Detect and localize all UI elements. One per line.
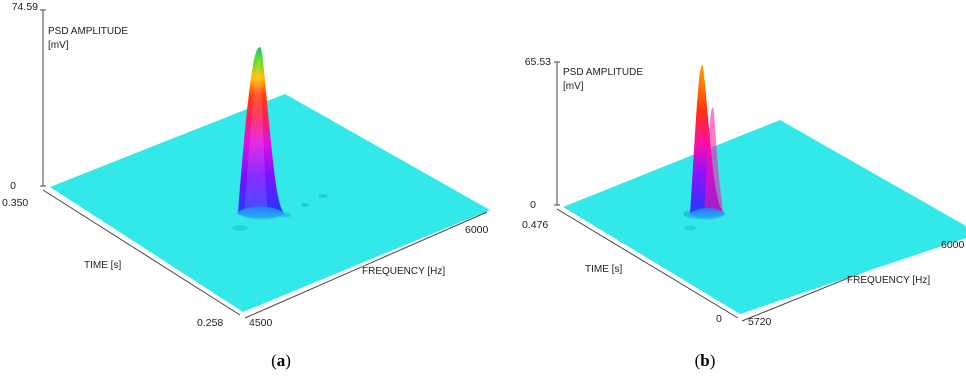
x-tick-label-right-b: 6000 xyxy=(941,239,965,251)
y-tick-label-bottom-b: 0 xyxy=(716,313,722,325)
x-tick-label-left-b: 5720 xyxy=(748,316,772,328)
caption-a: (a) xyxy=(271,351,291,370)
ripple-a xyxy=(232,225,248,231)
y-axis-label-b: TIME [s] xyxy=(585,264,622,275)
peak-spike-a xyxy=(238,47,284,219)
z-axis-label-b-2: [mV] xyxy=(563,81,584,92)
peak-base-a xyxy=(236,206,286,220)
y-axis-b xyxy=(556,208,739,319)
x-axis-a xyxy=(244,211,488,319)
surface-plane-b xyxy=(563,120,966,314)
ripple-a xyxy=(318,194,328,198)
panel-a: 74.59 0 PSD AMPLITUDE [mV] 0.350 0.258 T… xyxy=(2,1,490,370)
y-axis-label-a: TIME [s] xyxy=(84,260,121,271)
z-tick-label-zero-b: 0 xyxy=(530,199,536,211)
peak-side-b xyxy=(704,107,724,214)
y-tick-label-bottom-a: 0.258 xyxy=(197,317,223,329)
caption-b: (b) xyxy=(695,351,716,370)
peak-shade-a xyxy=(244,55,268,214)
z-axis-label-a-1: PSD AMPLITUDE xyxy=(48,26,128,37)
y-tick-label-top-a: 0.350 xyxy=(2,197,28,209)
x-axis-label-b: FREQUENCY [Hz] xyxy=(847,275,930,286)
z-axis-label-a-2: [mV] xyxy=(48,40,69,51)
z-axis-label-b-1: PSD AMPLITUDE xyxy=(563,67,643,78)
x-tick-label-left-a: 4500 xyxy=(249,317,273,329)
y-axis-a xyxy=(42,189,241,316)
panel-b: 65.53 0 PSD AMPLITUDE [mV] 0.476 0 TIME … xyxy=(522,56,966,370)
z-tick-label-zero-a: 0 xyxy=(10,180,16,192)
ripple-a xyxy=(301,203,309,207)
y-tick-label-top-b: 0.476 xyxy=(522,219,548,231)
x-axis-label-a: FREQUENCY [Hz] xyxy=(362,266,445,277)
z-tick-label-top-b: 65.53 xyxy=(525,56,551,68)
peak-base-b xyxy=(688,208,726,220)
x-tick-label-right-a: 6000 xyxy=(465,224,489,236)
peak-spike-b xyxy=(690,65,724,219)
ripple-b xyxy=(684,225,696,231)
z-tick-label-top-a: 74.59 xyxy=(12,1,38,13)
